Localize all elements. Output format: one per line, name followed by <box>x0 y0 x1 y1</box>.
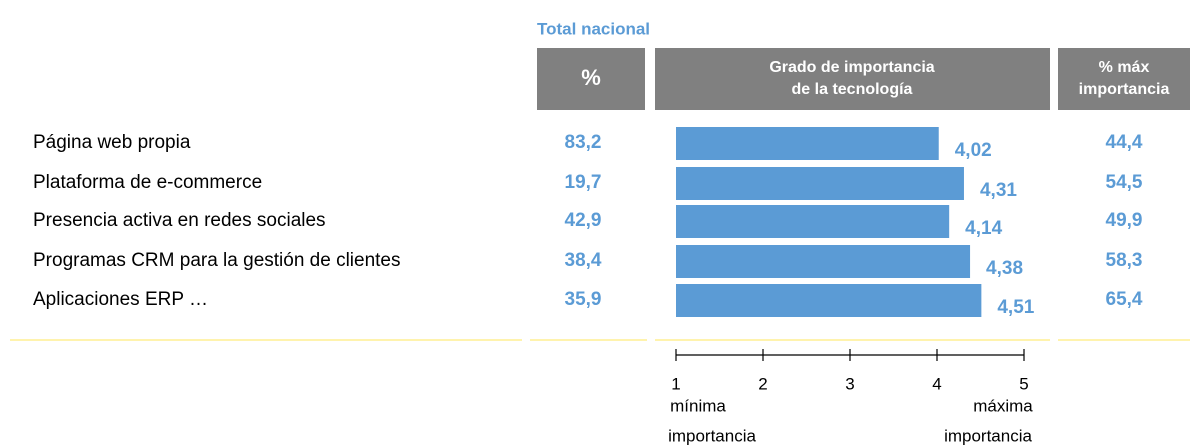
header-box <box>1058 48 1190 110</box>
x-tick-label: 2 <box>758 374 767 393</box>
axis-max-label: importancia <box>944 426 1032 445</box>
category-label: Presencia activa en redes sociales <box>33 210 326 231</box>
bar-label: 4,14 <box>965 218 1002 239</box>
axis-min-label: importancia <box>668 426 756 445</box>
bar <box>676 284 982 317</box>
axis-max-label: máxima <box>973 396 1033 415</box>
bar-label: 4,31 <box>980 180 1017 201</box>
header-text: importancia <box>1079 81 1170 98</box>
header-text: % máx <box>1099 59 1150 76</box>
header-box <box>655 48 1050 110</box>
bar-label: 4,38 <box>986 258 1023 279</box>
bar <box>676 167 964 200</box>
header-box <box>537 48 645 110</box>
pct-value: 19,7 <box>565 172 602 193</box>
axis-min-label: mínima <box>670 396 726 415</box>
pct-value: 42,9 <box>565 210 602 231</box>
category-label: Plataforma de e-commerce <box>33 172 262 193</box>
header-text: Grado de importancia <box>769 59 934 76</box>
bar-label: 4,02 <box>955 140 992 161</box>
max-value: 54,5 <box>1106 172 1143 193</box>
max-value: 65,4 <box>1106 289 1143 310</box>
x-tick-label: 5 <box>1019 374 1028 393</box>
bar <box>676 127 939 160</box>
pct-value: 38,4 <box>565 250 602 271</box>
max-value: 49,9 <box>1106 210 1143 231</box>
pct-value: 35,9 <box>565 289 602 310</box>
chart-title: Total nacional <box>537 19 650 38</box>
header-text: % <box>581 65 601 90</box>
bar <box>676 245 971 278</box>
bar-label: 4,51 <box>997 297 1034 318</box>
category-label: Aplicaciones ERP … <box>33 289 208 310</box>
x-tick-label: 1 <box>671 374 680 393</box>
x-tick-label: 3 <box>845 374 854 393</box>
max-value: 58,3 <box>1106 250 1143 271</box>
x-tick-label: 4 <box>932 374 941 393</box>
max-value: 44,4 <box>1106 132 1143 153</box>
category-label: Página web propia <box>33 132 191 153</box>
category-label: Programas CRM para la gestión de cliente… <box>33 250 401 271</box>
bar <box>676 205 950 238</box>
header-text: de la tecnología <box>792 81 913 98</box>
pct-value: 83,2 <box>565 132 602 153</box>
